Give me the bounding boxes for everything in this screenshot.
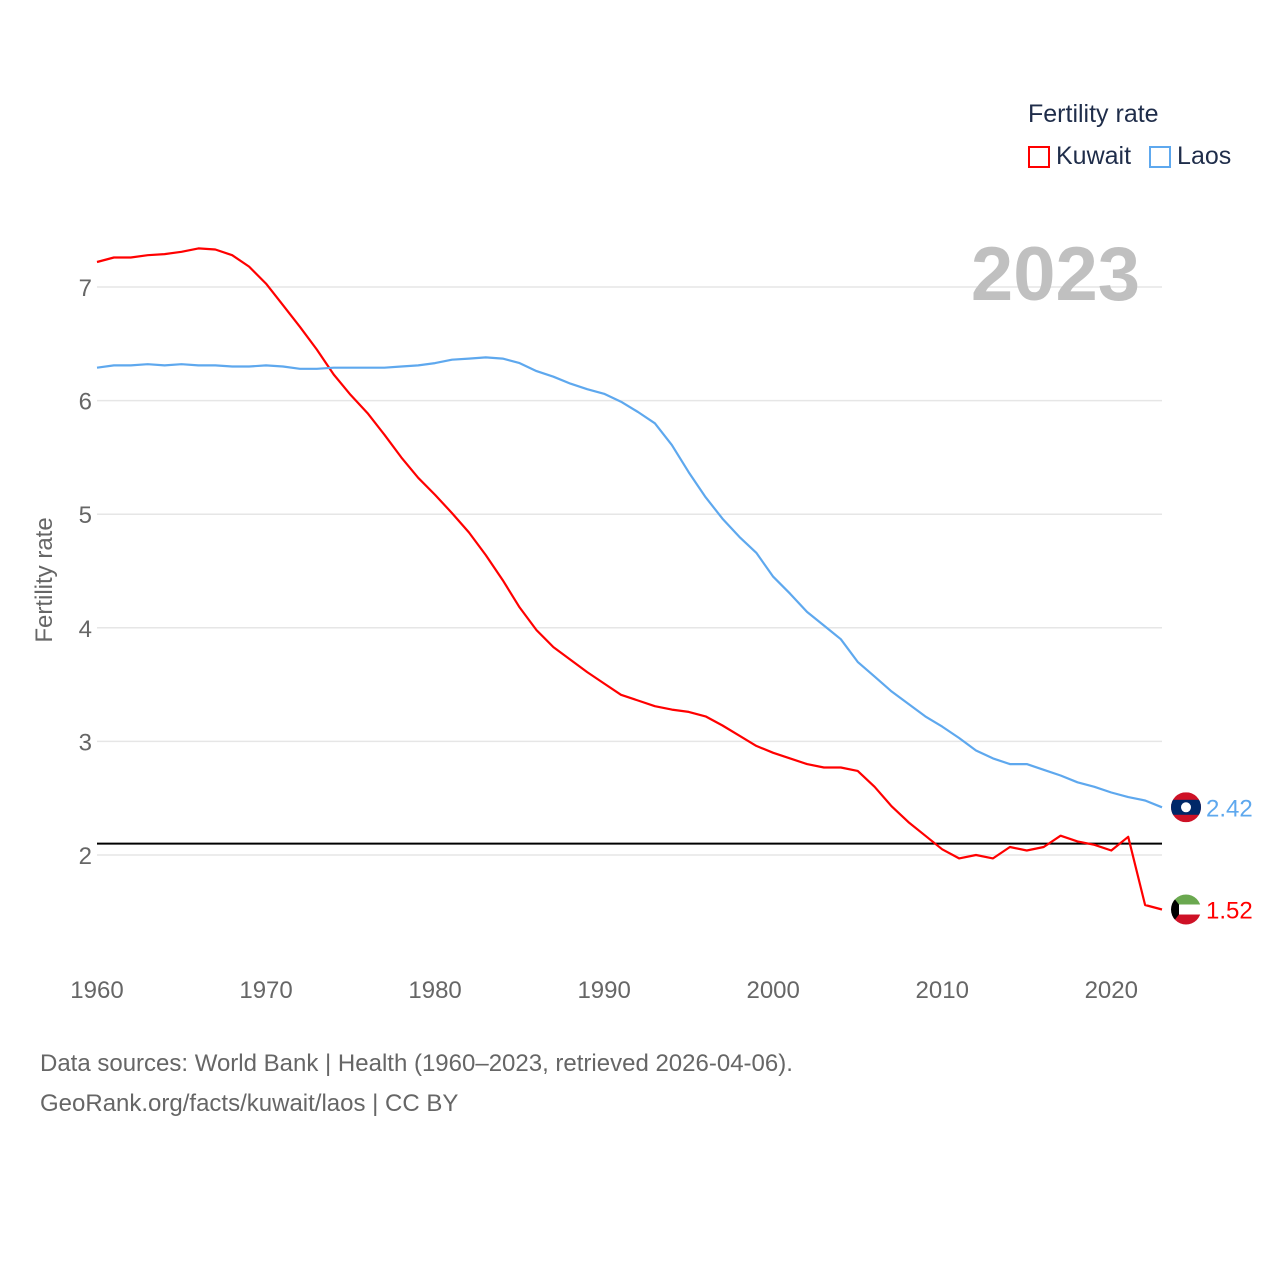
- x-tick-label: 1990: [577, 977, 630, 1004]
- legend-swatch-laos: [1149, 145, 1172, 168]
- x-tick-label: 2000: [746, 977, 799, 1004]
- legend-label: Kuwait: [1056, 142, 1132, 170]
- legend-swatch-kuwait: [1028, 145, 1050, 168]
- end-value-label-laos: 2.42: [1206, 795, 1253, 822]
- kuwait-flag-icon: [1171, 894, 1201, 925]
- y-tick-label: 6: [79, 389, 92, 416]
- year-label: 2023: [971, 232, 1140, 317]
- x-tick-label: 2020: [1085, 977, 1138, 1004]
- series-line-laos: [96, 356, 1163, 809]
- footer: Data sources: World Bank | Health (1960–…: [40, 1044, 793, 1124]
- legend-title: Fertility rate: [1028, 100, 1159, 128]
- x-tick-label: 1960: [70, 977, 123, 1004]
- legend: Kuwait Laos: [1028, 142, 1231, 171]
- series-line-kuwait: [96, 247, 1163, 911]
- y-tick-label: 2: [79, 843, 92, 870]
- y-tick-label: 3: [79, 729, 92, 756]
- attribution-link[interactable]: GeoRank.org/facts/kuwait/laos | CC BY: [40, 1090, 459, 1117]
- x-tick-label: 1970: [239, 977, 292, 1004]
- y-tick-label: 4: [79, 616, 92, 643]
- end-value-label-kuwait: 1.52: [1206, 898, 1253, 925]
- legend-item-kuwait[interactable]: Kuwait: [1028, 142, 1131, 171]
- legend-item-laos[interactable]: Laos: [1149, 142, 1231, 171]
- y-tick-label: 7: [79, 275, 92, 302]
- legend-label: Laos: [1177, 142, 1232, 170]
- y-axis-label: Fertility rate: [31, 517, 58, 642]
- x-tick-label: 1980: [408, 977, 461, 1004]
- x-tick-label: 2010: [916, 977, 969, 1004]
- laos-flag-icon: [1171, 792, 1201, 823]
- y-tick-label: 5: [79, 502, 92, 529]
- source-text: Data sources: World Bank | Health (1960–…: [40, 1050, 793, 1077]
